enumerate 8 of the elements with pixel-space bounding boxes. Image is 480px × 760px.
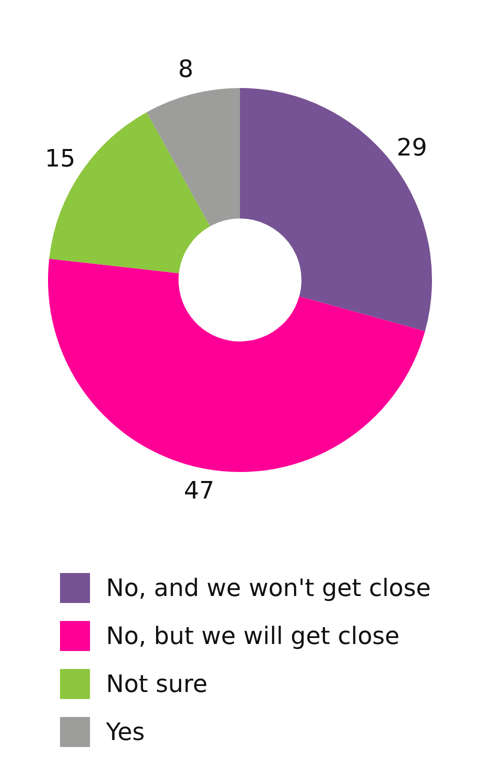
data-label: 15 — [44, 144, 76, 173]
legend-label: Not sure — [106, 670, 208, 698]
data-label: 29 — [396, 133, 428, 162]
legend-label: Yes — [106, 718, 145, 746]
data-label: 47 — [184, 476, 214, 504]
data-label: 8 — [178, 55, 194, 84]
legend-label: No, and we won't get close — [106, 574, 431, 602]
legend-label: No, but we will get close — [106, 622, 400, 650]
